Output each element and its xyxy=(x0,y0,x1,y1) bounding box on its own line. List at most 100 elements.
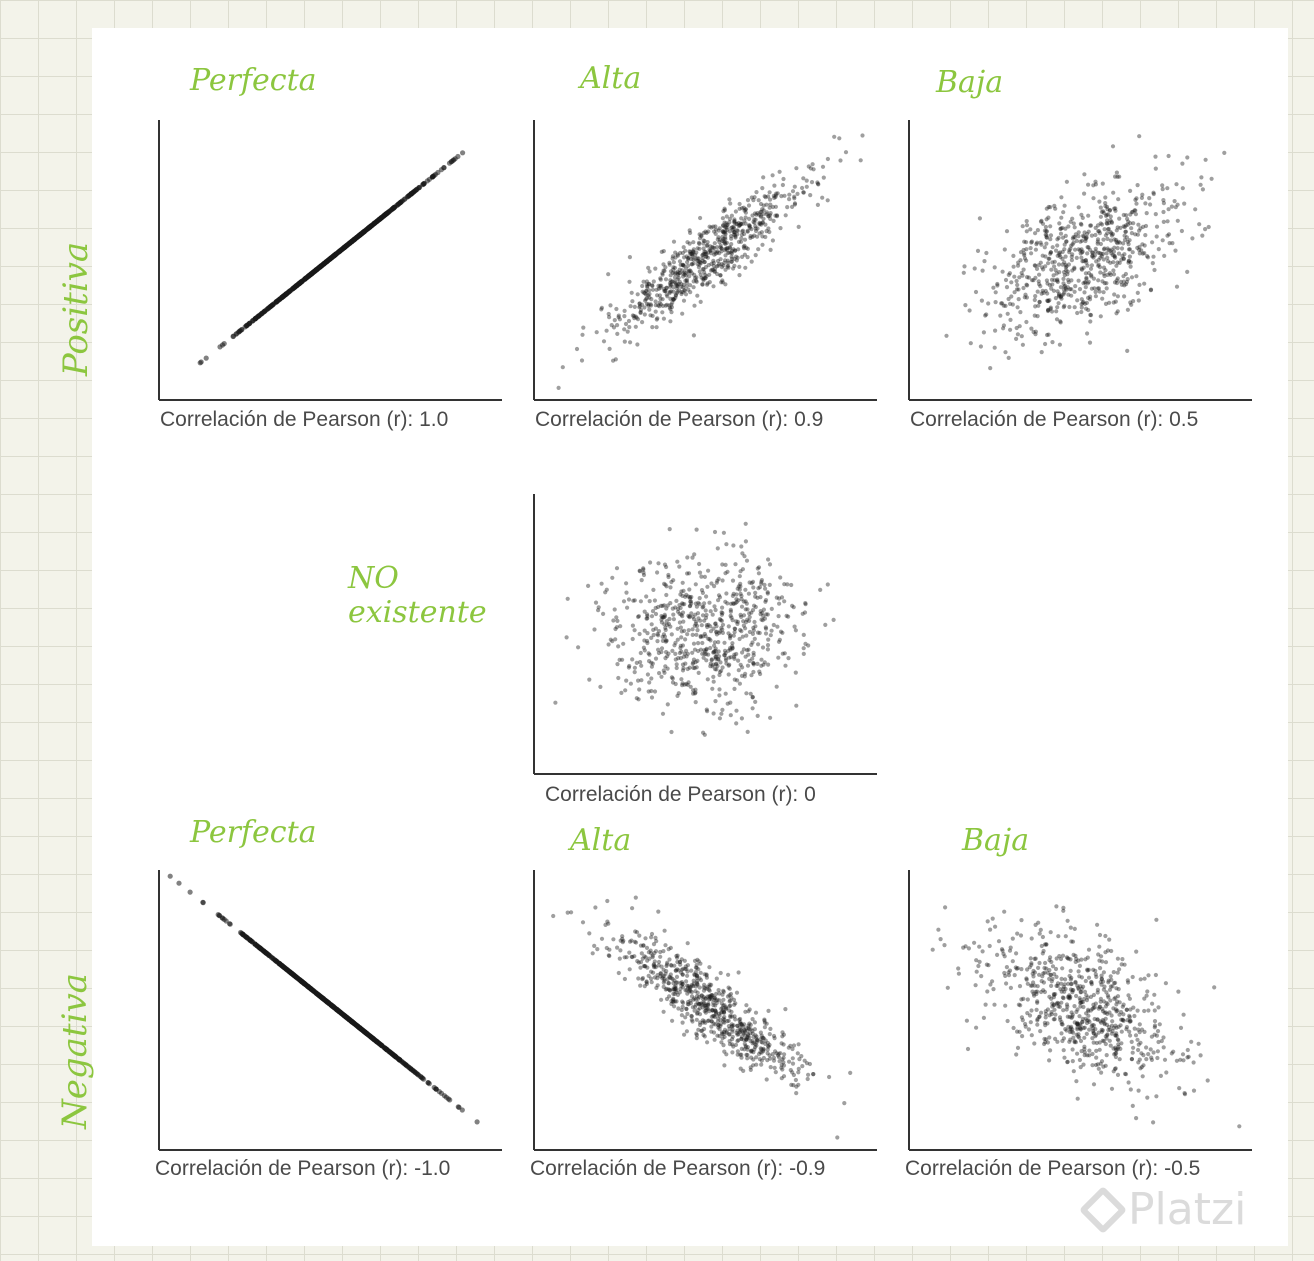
data-point xyxy=(752,233,757,238)
data-point xyxy=(1069,939,1074,944)
data-point xyxy=(711,650,716,655)
data-point xyxy=(1101,979,1106,984)
data-point xyxy=(1082,191,1087,196)
data-point xyxy=(679,291,684,297)
data-point xyxy=(1079,989,1084,995)
data-point xyxy=(690,1019,695,1024)
data-point xyxy=(780,1067,785,1072)
data-point xyxy=(713,656,718,661)
data-point xyxy=(633,895,638,900)
data-point xyxy=(1133,232,1138,237)
data-point xyxy=(599,936,605,941)
data-point xyxy=(1067,1039,1072,1044)
data-point xyxy=(1057,291,1062,296)
data-point xyxy=(1045,298,1050,304)
data-point xyxy=(743,1043,748,1049)
data-point xyxy=(729,256,734,261)
data-point xyxy=(754,1040,759,1045)
data-point xyxy=(717,998,722,1003)
data-point xyxy=(704,274,709,279)
data-point xyxy=(650,325,655,330)
data-point xyxy=(713,1003,718,1008)
data-points xyxy=(551,895,853,1140)
data-point xyxy=(1121,274,1126,279)
data-point xyxy=(633,940,639,945)
data-point xyxy=(725,264,730,269)
data-point xyxy=(697,241,702,246)
data-point xyxy=(682,272,687,277)
data-point xyxy=(1144,993,1149,998)
data-point xyxy=(690,249,695,254)
data-point xyxy=(1069,278,1074,283)
data-point xyxy=(827,1074,832,1080)
data-point xyxy=(1080,249,1085,254)
data-point xyxy=(757,212,762,217)
data-point xyxy=(1022,253,1027,258)
data-point xyxy=(755,630,761,635)
data-point xyxy=(709,993,714,998)
data-point xyxy=(200,900,206,906)
data-point xyxy=(650,661,655,666)
data-point xyxy=(995,281,1000,287)
data-point xyxy=(685,240,690,245)
data-point xyxy=(759,581,764,586)
data-point xyxy=(787,197,792,202)
data-point xyxy=(1047,256,1052,261)
data-point xyxy=(715,237,720,242)
label-negativa: Negativa xyxy=(55,973,95,1129)
data-point xyxy=(745,246,750,251)
data-point xyxy=(1081,234,1086,239)
data-point xyxy=(766,1044,771,1049)
data-point xyxy=(781,1032,786,1037)
data-point xyxy=(1050,964,1056,969)
data-point xyxy=(1074,993,1079,999)
data-point xyxy=(1062,989,1067,994)
data-point xyxy=(753,1010,759,1015)
data-point xyxy=(773,1049,778,1054)
data-point xyxy=(1037,1014,1042,1019)
data-point xyxy=(1107,987,1113,992)
data-point xyxy=(1032,956,1037,961)
data-point xyxy=(1045,291,1050,296)
data-point xyxy=(618,624,623,629)
data-point xyxy=(704,972,709,977)
data-point xyxy=(620,936,625,942)
data-point xyxy=(1079,305,1084,310)
data-point xyxy=(702,1034,707,1039)
data-point xyxy=(770,238,775,243)
data-point xyxy=(701,246,706,251)
data-point xyxy=(724,542,729,547)
data-point xyxy=(1161,1045,1166,1050)
data-point xyxy=(972,266,977,271)
data-point xyxy=(739,1022,744,1027)
data-point xyxy=(1055,305,1060,310)
data-point xyxy=(779,595,785,600)
data-point xyxy=(1089,979,1094,985)
data-point xyxy=(556,385,561,390)
data-point xyxy=(659,964,664,969)
data-point xyxy=(788,1068,793,1073)
data-point xyxy=(668,601,673,606)
data-point xyxy=(1200,187,1205,192)
data-point xyxy=(692,272,697,277)
data-point xyxy=(763,586,768,591)
data-point xyxy=(717,687,722,692)
data-point xyxy=(715,578,720,583)
data-point xyxy=(759,222,764,227)
data-point xyxy=(761,175,766,180)
data-point xyxy=(1035,314,1040,319)
data-point xyxy=(644,301,649,306)
data-point xyxy=(706,263,711,268)
data-point xyxy=(685,1002,690,1007)
data-point xyxy=(1040,974,1045,979)
data-point xyxy=(1115,225,1120,230)
data-point xyxy=(710,244,715,250)
data-point xyxy=(1117,967,1122,972)
data-point xyxy=(707,280,712,285)
data-point xyxy=(1070,216,1075,221)
data-point xyxy=(1016,287,1021,292)
data-point xyxy=(727,220,732,225)
data-point xyxy=(1166,207,1171,212)
data-point xyxy=(1083,238,1088,244)
data-point xyxy=(617,956,622,961)
